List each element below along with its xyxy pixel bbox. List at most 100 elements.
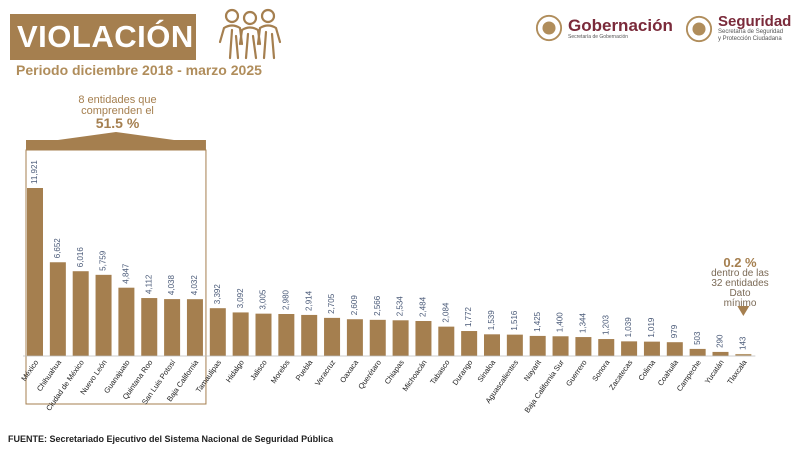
bar-value-label: 4,847 (122, 263, 131, 284)
bar-value-label: 979 (670, 324, 679, 338)
minimum-line-4: mínimo (723, 298, 757, 309)
bar (621, 341, 638, 356)
bar (643, 341, 660, 356)
bar (529, 335, 546, 356)
minimum-arrow (737, 306, 750, 316)
bar-value-label: 2,566 (373, 295, 382, 316)
bar (438, 326, 455, 356)
bar (49, 262, 66, 356)
bar (95, 274, 112, 356)
bar (735, 353, 752, 356)
bar (346, 319, 363, 356)
minimum-line-1: dentro de las (711, 268, 769, 279)
x-tick-label: Veracruz (313, 358, 337, 388)
bar-value-label: 1,019 (647, 317, 656, 338)
bar-value-label: 3,392 (213, 284, 222, 305)
x-tick-label: Guerrero (564, 358, 589, 388)
bar (689, 348, 706, 356)
bar (255, 313, 272, 356)
seal-icon (535, 14, 563, 42)
bar-value-label: 1,400 (556, 312, 565, 333)
bar-value-label: 1,772 (464, 306, 473, 327)
seguridad-sub-1: Secretaría de Seguridad (718, 29, 784, 35)
minimum-callout: 0.2 % dentro de las 32 entidades Dato mí… (700, 255, 780, 309)
x-tick-label: Morelos (269, 358, 292, 385)
bar-value-label: 143 (738, 336, 747, 350)
bar-value-label: 2,084 (441, 302, 450, 323)
x-tick-label: Hidalgo (224, 358, 246, 384)
x-tick-label: Querétaro (356, 358, 383, 391)
bar-value-label: 2,609 (350, 295, 359, 316)
bar-value-label: 6,016 (76, 247, 85, 268)
bar (72, 271, 89, 356)
x-tick-label: Chiapas (383, 358, 406, 386)
bar-value-label: 1,425 (533, 311, 542, 332)
bar-value-label: 4,038 (167, 275, 176, 296)
x-tick-label: Yucatán (703, 358, 726, 385)
bar (27, 188, 43, 356)
callout-line-2: comprenden el (81, 105, 154, 117)
bar (186, 299, 203, 356)
x-tick-label: Oaxaca (338, 357, 361, 384)
bar (141, 298, 158, 356)
gobernacion-logo: Gobernación Secretaría de Gobernación (535, 14, 673, 42)
bar-value-label: 1,203 (601, 314, 610, 335)
bar-value-label: 5,759 (99, 250, 108, 271)
x-tick-label: Jalisco (248, 358, 269, 382)
bar (461, 331, 478, 356)
bar (598, 339, 615, 356)
x-tick-label: Tlaxcala (725, 357, 749, 386)
seguridad-name: Seguridad (718, 13, 792, 30)
bar (118, 287, 135, 356)
bar (278, 314, 295, 356)
bar (324, 317, 341, 356)
period-subtitle: Periodo diciembre 2018 - marzo 2025 (16, 62, 262, 78)
bar-value-label: 2,914 (304, 290, 313, 311)
bar (301, 314, 318, 356)
bar-value-label: 2,705 (327, 293, 336, 314)
bar (209, 308, 226, 356)
x-tick-label: Puebla (294, 357, 315, 382)
x-tick-label: Colima (636, 357, 657, 382)
callout-percentage: 51.5 % (95, 115, 140, 131)
group-frame (25, 149, 207, 405)
bar-value-label: 4,112 (144, 274, 153, 294)
bar-value-label: 2,484 (419, 296, 428, 317)
callout-line-1: 8 entidades que (78, 94, 157, 106)
x-tick-label: Sonora (590, 357, 612, 383)
bar-value-label: 1,039 (624, 317, 633, 338)
bar-value-label: 3,092 (236, 288, 245, 309)
page-title: VIOLACIÓN (10, 14, 196, 60)
highlight-callout: 8 entidades que comprenden el 51.5 % (55, 94, 180, 131)
gobernacion-sub: Secretaría de Gobernación (568, 33, 629, 40)
minimum-percentage: 0.2 % (723, 255, 757, 270)
seguridad-sub-2: y Protección Ciudadana (718, 36, 782, 42)
x-tick-label: Zacatecas (607, 358, 634, 392)
bar-value-label: 2,534 (396, 296, 405, 317)
bar-value-label: 3,005 (259, 289, 268, 310)
gobernacion-name: Gobernación (568, 15, 673, 35)
bar-value-label: 503 (693, 331, 702, 345)
bar (484, 334, 500, 356)
bar-value-label: 1,539 (487, 310, 496, 331)
people-icon (218, 8, 282, 60)
bar (506, 334, 523, 356)
group-bracket (26, 132, 206, 150)
bar (369, 319, 386, 356)
minimum-line-2: 32 entidades (711, 278, 769, 289)
bar (392, 320, 409, 356)
x-tick-label: Coahuila (656, 357, 681, 387)
x-tick-label: Nayarit (522, 357, 544, 382)
x-tick-label: Sinaloa (476, 357, 498, 383)
x-tick-label: Durango (451, 358, 475, 387)
seal-icon (685, 15, 713, 42)
bar (552, 336, 569, 356)
bar (415, 320, 432, 356)
bar (712, 351, 729, 356)
seguridad-logo: Seguridad Secretaría de Seguridad y Prot… (685, 14, 791, 43)
bar-value-label: 6,652 (53, 238, 62, 259)
x-tick-label: Tabasco (428, 358, 451, 386)
bar (232, 312, 249, 356)
bar-value-label: 1,344 (579, 312, 588, 333)
